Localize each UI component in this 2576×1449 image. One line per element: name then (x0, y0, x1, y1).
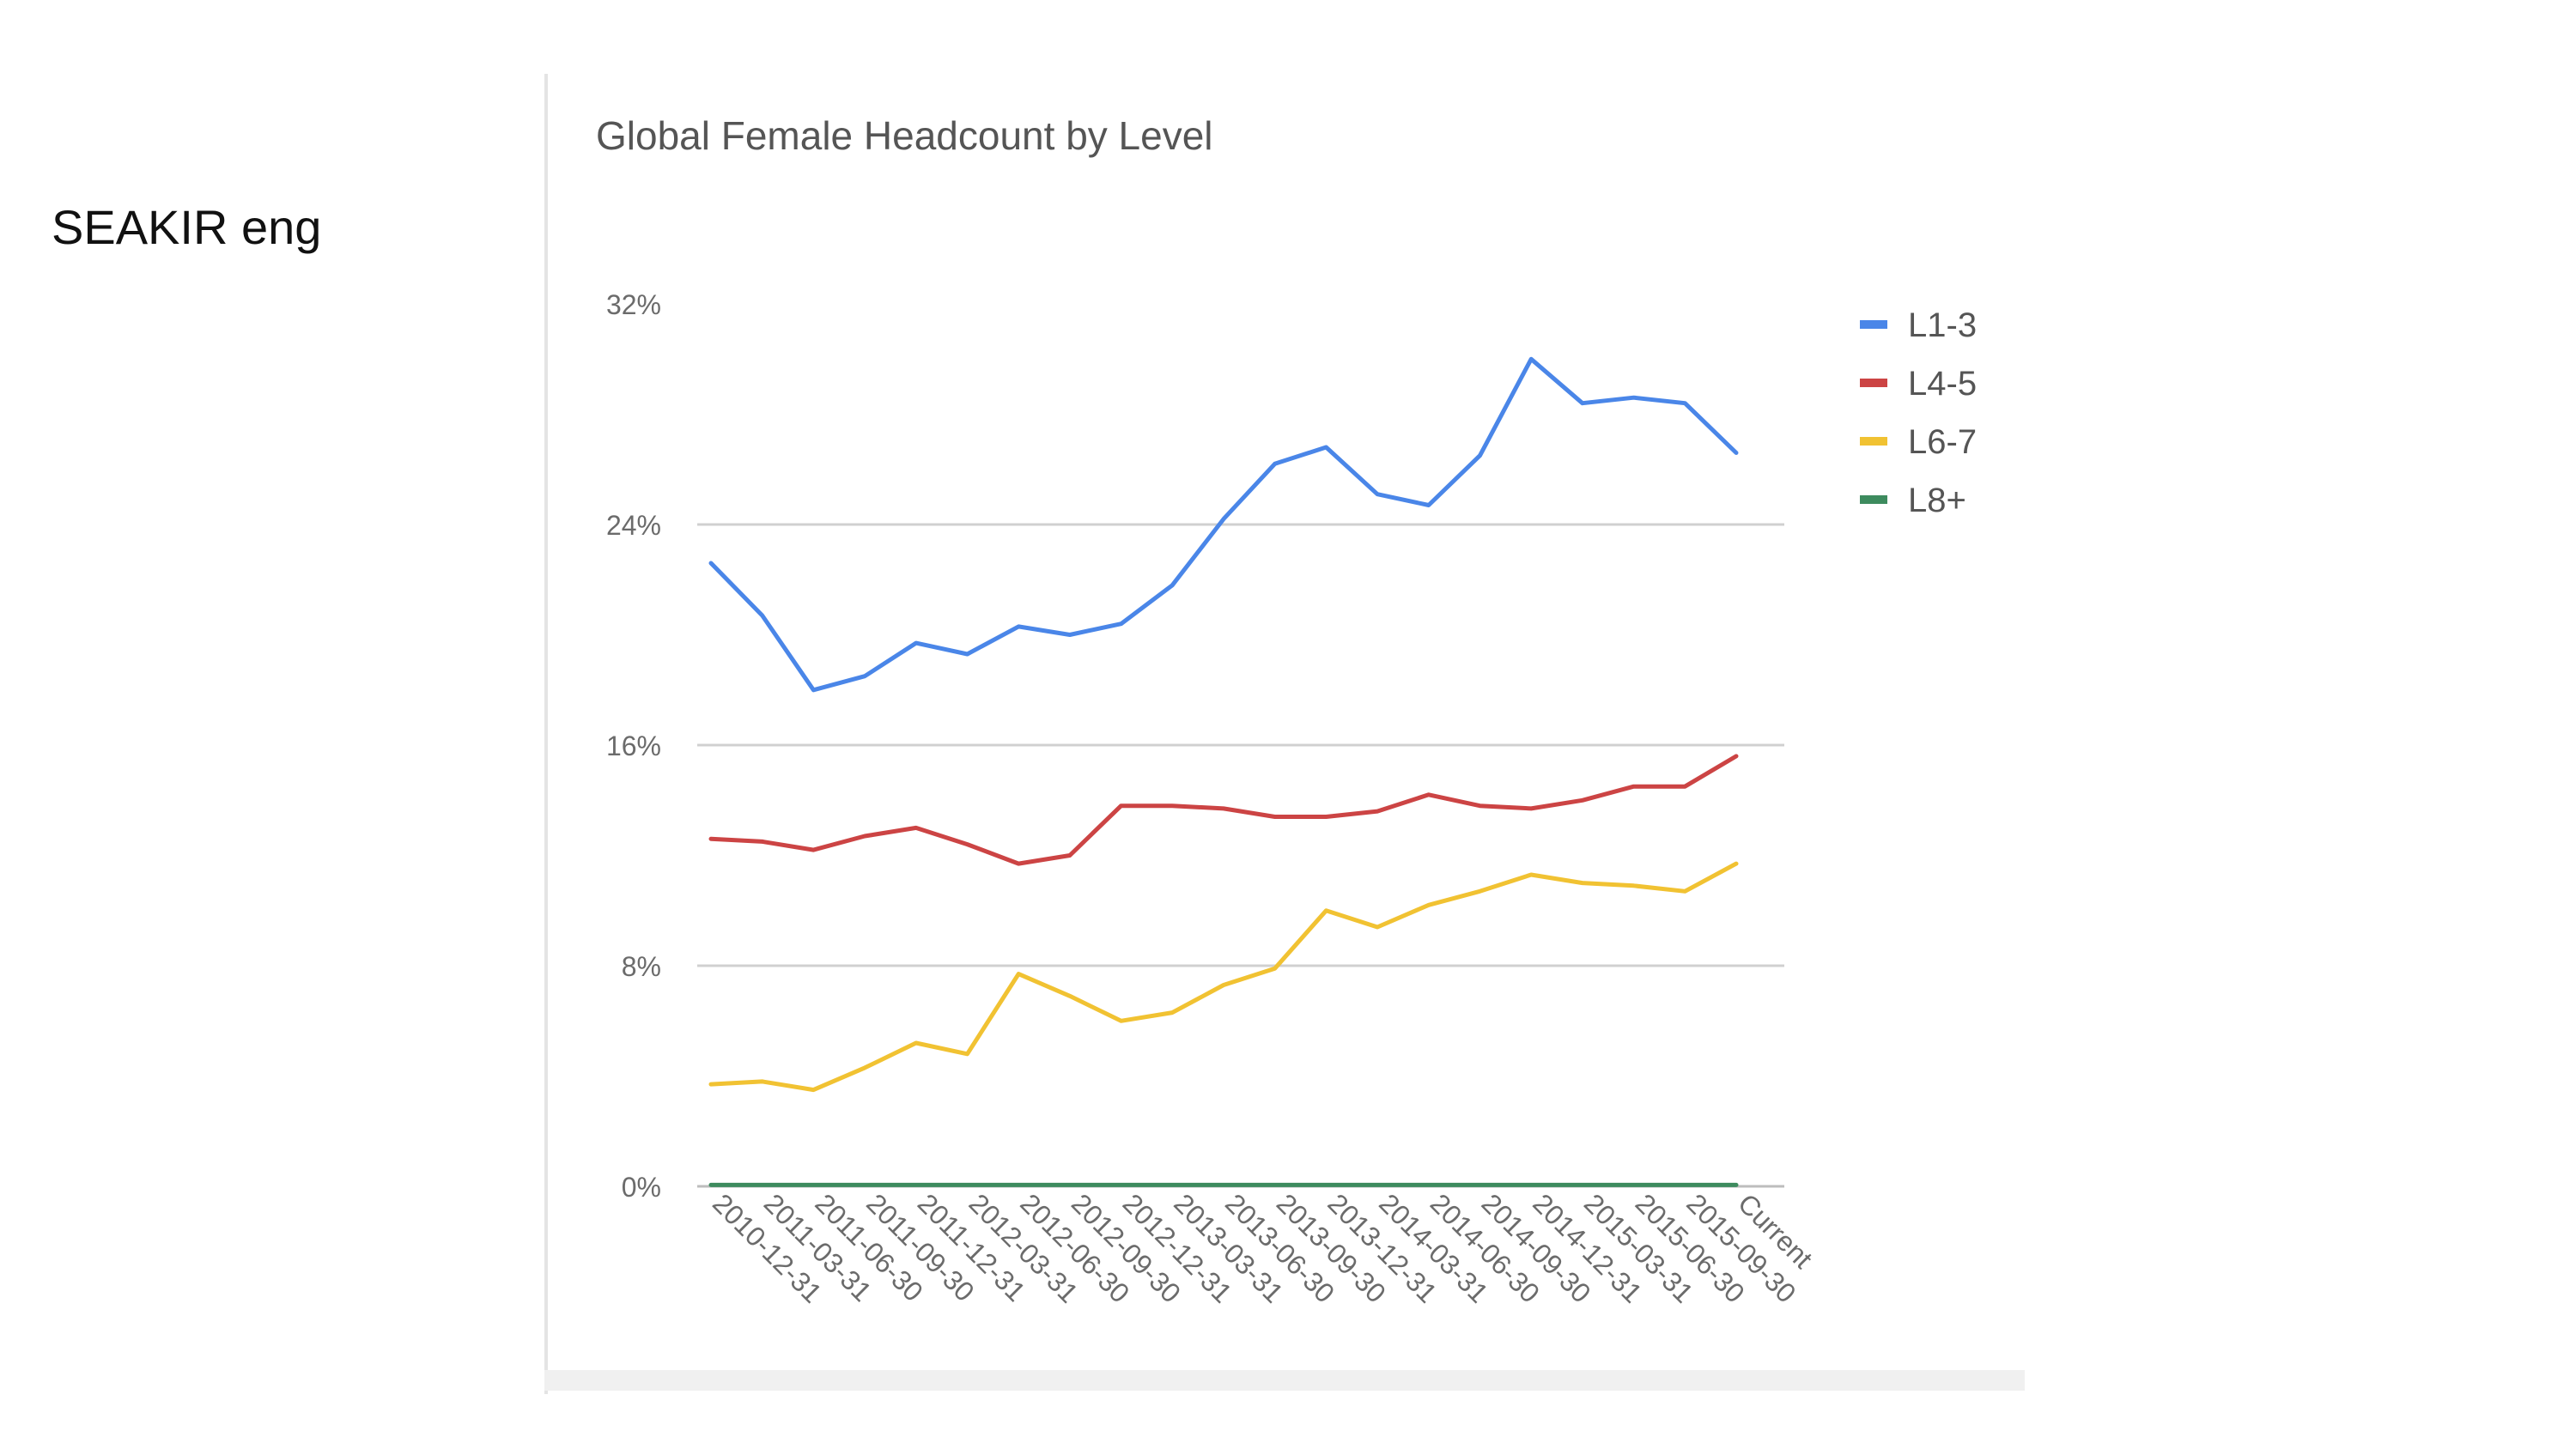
chart-title: Global Female Headcount by Level (596, 113, 1213, 158)
legend-label: L4-5 (1908, 365, 1977, 403)
card-edge (544, 74, 548, 1394)
legend-label: L8+ (1908, 482, 1966, 519)
x-axis-ticks: 2010-12-312011-03-312011-06-302011-09-30… (707, 1187, 1819, 1308)
y-tick-label: 32% (606, 289, 661, 320)
chart-card (544, 74, 2025, 1394)
legend-swatch (1860, 379, 1887, 387)
y-tick-label: 24% (606, 510, 661, 541)
y-tick-label: 8% (622, 951, 661, 982)
series-lines (708, 356, 1739, 1187)
y-axis-ticks: 0% 8% 16% 24% 32% (606, 289, 661, 1203)
y-tick-label: 16% (606, 731, 661, 761)
y-tick-label: 0% (622, 1172, 661, 1203)
legend-swatch (1860, 437, 1887, 446)
series-line-l6-7 (708, 861, 1739, 1093)
legend-swatch (1860, 320, 1887, 329)
gridlines (697, 523, 1784, 1188)
legend-swatch (1860, 495, 1887, 504)
card-shadow (544, 1370, 2025, 1391)
series-line-l1-3 (708, 356, 1739, 693)
series-line-l4-5 (708, 754, 1739, 866)
legend-label: L6-7 (1908, 423, 1977, 461)
legend-label: L1-3 (1908, 306, 1977, 344)
slide-label: SEAKIR eng (52, 200, 322, 254)
legend: L1-3 L4-5 L6-7 L8+ (1860, 306, 1977, 519)
